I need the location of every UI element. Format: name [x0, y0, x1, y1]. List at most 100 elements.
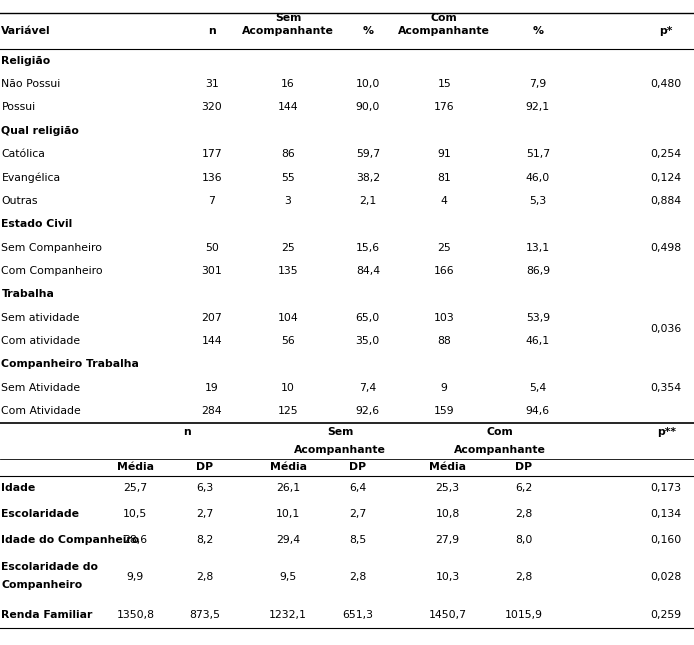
Text: Com Atividade: Com Atividade	[1, 406, 81, 416]
Text: 27,9: 27,9	[436, 535, 459, 545]
Text: 7: 7	[208, 196, 215, 206]
Text: Não Possui: Não Possui	[1, 79, 60, 89]
Text: Sem Companheiro: Sem Companheiro	[1, 243, 103, 253]
Text: 0,173: 0,173	[651, 484, 682, 493]
Text: Outras: Outras	[1, 196, 38, 206]
Text: 8,5: 8,5	[349, 535, 366, 545]
Text: Estado Civil: Estado Civil	[1, 219, 73, 229]
Text: Sem: Sem	[327, 428, 353, 437]
Text: 56: 56	[281, 336, 295, 346]
Text: 51,7: 51,7	[526, 149, 550, 159]
Text: 28,6: 28,6	[124, 535, 147, 545]
Text: 50: 50	[205, 243, 219, 253]
Text: p*: p*	[659, 26, 673, 36]
Text: 25: 25	[281, 243, 295, 253]
Text: Acompanhante: Acompanhante	[398, 26, 490, 36]
Text: Companheiro Trabalha: Companheiro Trabalha	[1, 359, 139, 370]
Text: n: n	[183, 428, 192, 437]
Text: 1232,1: 1232,1	[269, 610, 307, 620]
Text: 0,498: 0,498	[651, 243, 682, 253]
Text: 3: 3	[285, 196, 291, 206]
Text: Possui: Possui	[1, 103, 35, 112]
Text: 2,1: 2,1	[359, 196, 376, 206]
Text: 15: 15	[437, 79, 451, 89]
Text: 92,1: 92,1	[526, 103, 550, 112]
Text: 159: 159	[434, 406, 455, 416]
Text: 84,4: 84,4	[356, 266, 380, 276]
Text: 0,259: 0,259	[651, 610, 682, 620]
Text: 2,8: 2,8	[196, 573, 213, 582]
Text: 25: 25	[437, 243, 451, 253]
Text: 90,0: 90,0	[355, 103, 380, 112]
Text: Trabalha: Trabalha	[1, 289, 54, 299]
Text: Média: Média	[117, 462, 154, 472]
Text: 10,3: 10,3	[436, 573, 459, 582]
Text: 25,3: 25,3	[436, 484, 459, 493]
Text: Sem atividade: Sem atividade	[1, 313, 80, 322]
Text: 135: 135	[278, 266, 298, 276]
Text: Evangélica: Evangélica	[1, 172, 60, 183]
Text: Renda Familiar: Renda Familiar	[1, 610, 93, 620]
Text: 0,028: 0,028	[650, 573, 682, 582]
Text: DP: DP	[196, 462, 213, 472]
Text: 13,1: 13,1	[526, 243, 550, 253]
Text: Média: Média	[429, 462, 466, 472]
Text: 1350,8: 1350,8	[117, 610, 154, 620]
Text: 4: 4	[441, 196, 448, 206]
Text: 55: 55	[281, 172, 295, 183]
Text: 9,9: 9,9	[127, 573, 144, 582]
Text: 144: 144	[278, 103, 298, 112]
Text: 136: 136	[201, 172, 222, 183]
Text: 92,6: 92,6	[356, 406, 380, 416]
Text: Com: Com	[431, 13, 457, 23]
Text: 31: 31	[205, 79, 219, 89]
Text: DP: DP	[516, 462, 532, 472]
Text: Acompanhante: Acompanhante	[294, 446, 386, 455]
Text: 7,9: 7,9	[530, 79, 546, 89]
Text: 0,124: 0,124	[651, 172, 682, 183]
Text: 0,884: 0,884	[651, 196, 682, 206]
Text: 5,4: 5,4	[530, 382, 546, 393]
Text: Sem: Sem	[275, 13, 301, 23]
Text: 19: 19	[205, 382, 219, 393]
Text: 6,4: 6,4	[349, 484, 366, 493]
Text: DP: DP	[349, 462, 366, 472]
Text: 0,354: 0,354	[651, 382, 682, 393]
Text: 5,3: 5,3	[530, 196, 546, 206]
Text: 15,6: 15,6	[356, 243, 380, 253]
Text: 86: 86	[281, 149, 295, 159]
Text: 81: 81	[437, 172, 451, 183]
Text: 91: 91	[437, 149, 451, 159]
Text: Idade do Companheiro: Idade do Companheiro	[1, 535, 139, 545]
Text: 86,9: 86,9	[526, 266, 550, 276]
Text: 144: 144	[201, 336, 222, 346]
Text: Com atividade: Com atividade	[1, 336, 81, 346]
Text: 176: 176	[434, 103, 455, 112]
Text: 10,1: 10,1	[276, 510, 300, 519]
Text: 651,3: 651,3	[342, 610, 373, 620]
Text: 166: 166	[434, 266, 455, 276]
Text: 46,0: 46,0	[526, 172, 550, 183]
Text: Com: Com	[486, 428, 513, 437]
Text: 29,4: 29,4	[276, 535, 300, 545]
Text: 0,160: 0,160	[650, 535, 682, 545]
Text: n: n	[208, 26, 216, 36]
Text: 2,8: 2,8	[516, 510, 532, 519]
Text: 88: 88	[437, 336, 451, 346]
Text: 10,8: 10,8	[436, 510, 459, 519]
Text: 177: 177	[201, 149, 222, 159]
Text: 2,8: 2,8	[349, 573, 366, 582]
Text: 284: 284	[201, 406, 222, 416]
Text: 0,254: 0,254	[651, 149, 682, 159]
Text: 2,7: 2,7	[196, 510, 213, 519]
Text: Sem Atividade: Sem Atividade	[1, 382, 81, 393]
Text: 35,0: 35,0	[356, 336, 380, 346]
Text: 25,7: 25,7	[124, 484, 147, 493]
Text: 59,7: 59,7	[356, 149, 380, 159]
Text: 104: 104	[278, 313, 298, 322]
Text: %: %	[362, 26, 373, 36]
Text: 8,2: 8,2	[196, 535, 213, 545]
Text: Acompanhante: Acompanhante	[454, 446, 545, 455]
Text: 8,0: 8,0	[515, 535, 533, 545]
Text: Qual religião: Qual religião	[1, 126, 79, 136]
